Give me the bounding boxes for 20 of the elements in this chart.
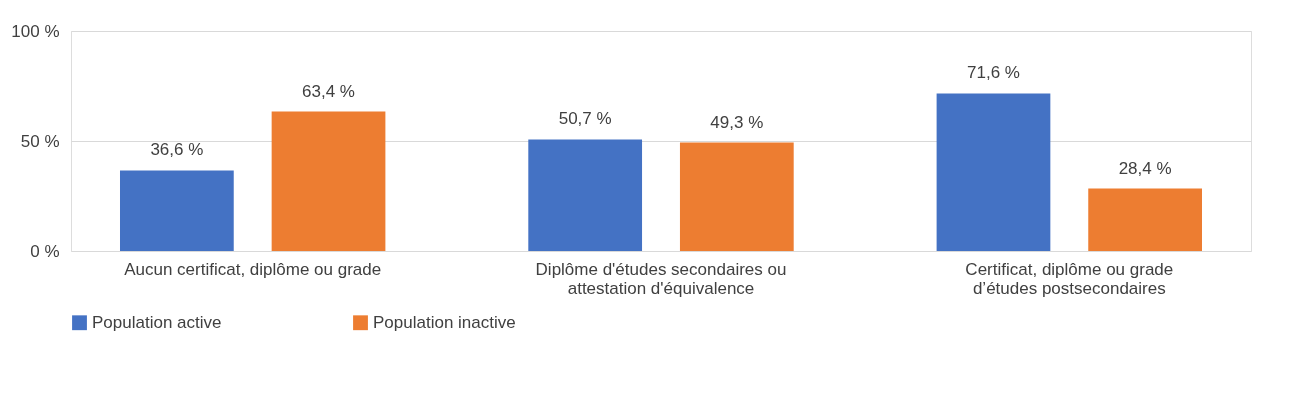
x-tick-label: Aucun certificat, diplôme ou grade [124,259,382,279]
data-label: 50,7 % [558,109,612,129]
y-tick-label: 100 % [11,21,60,41]
y-tick-label: 0 % [30,241,60,261]
bar [271,111,386,251]
data-label: 71,6 % [967,63,1020,83]
data-label: 28,4 % [1118,158,1172,178]
legend-label: Population active [92,312,222,332]
x-tick-label: Certificat, diplôme ou grade d’études postsecondaires [965,259,1174,298]
data-label: 36,6 % [150,140,204,160]
bar [528,139,643,251]
data-label: 49,3 % [710,112,764,132]
y-tick-label: 50 % [20,131,60,151]
legend-label: Population inactive [373,312,516,332]
bar [1088,188,1202,251]
bar [936,93,1051,251]
x-tick-label: Diplôme d'études secondaires ou attestation d'équivalence [535,259,787,298]
bar [120,170,234,251]
data-label: 63,4 % [302,81,355,101]
bar [679,142,794,251]
